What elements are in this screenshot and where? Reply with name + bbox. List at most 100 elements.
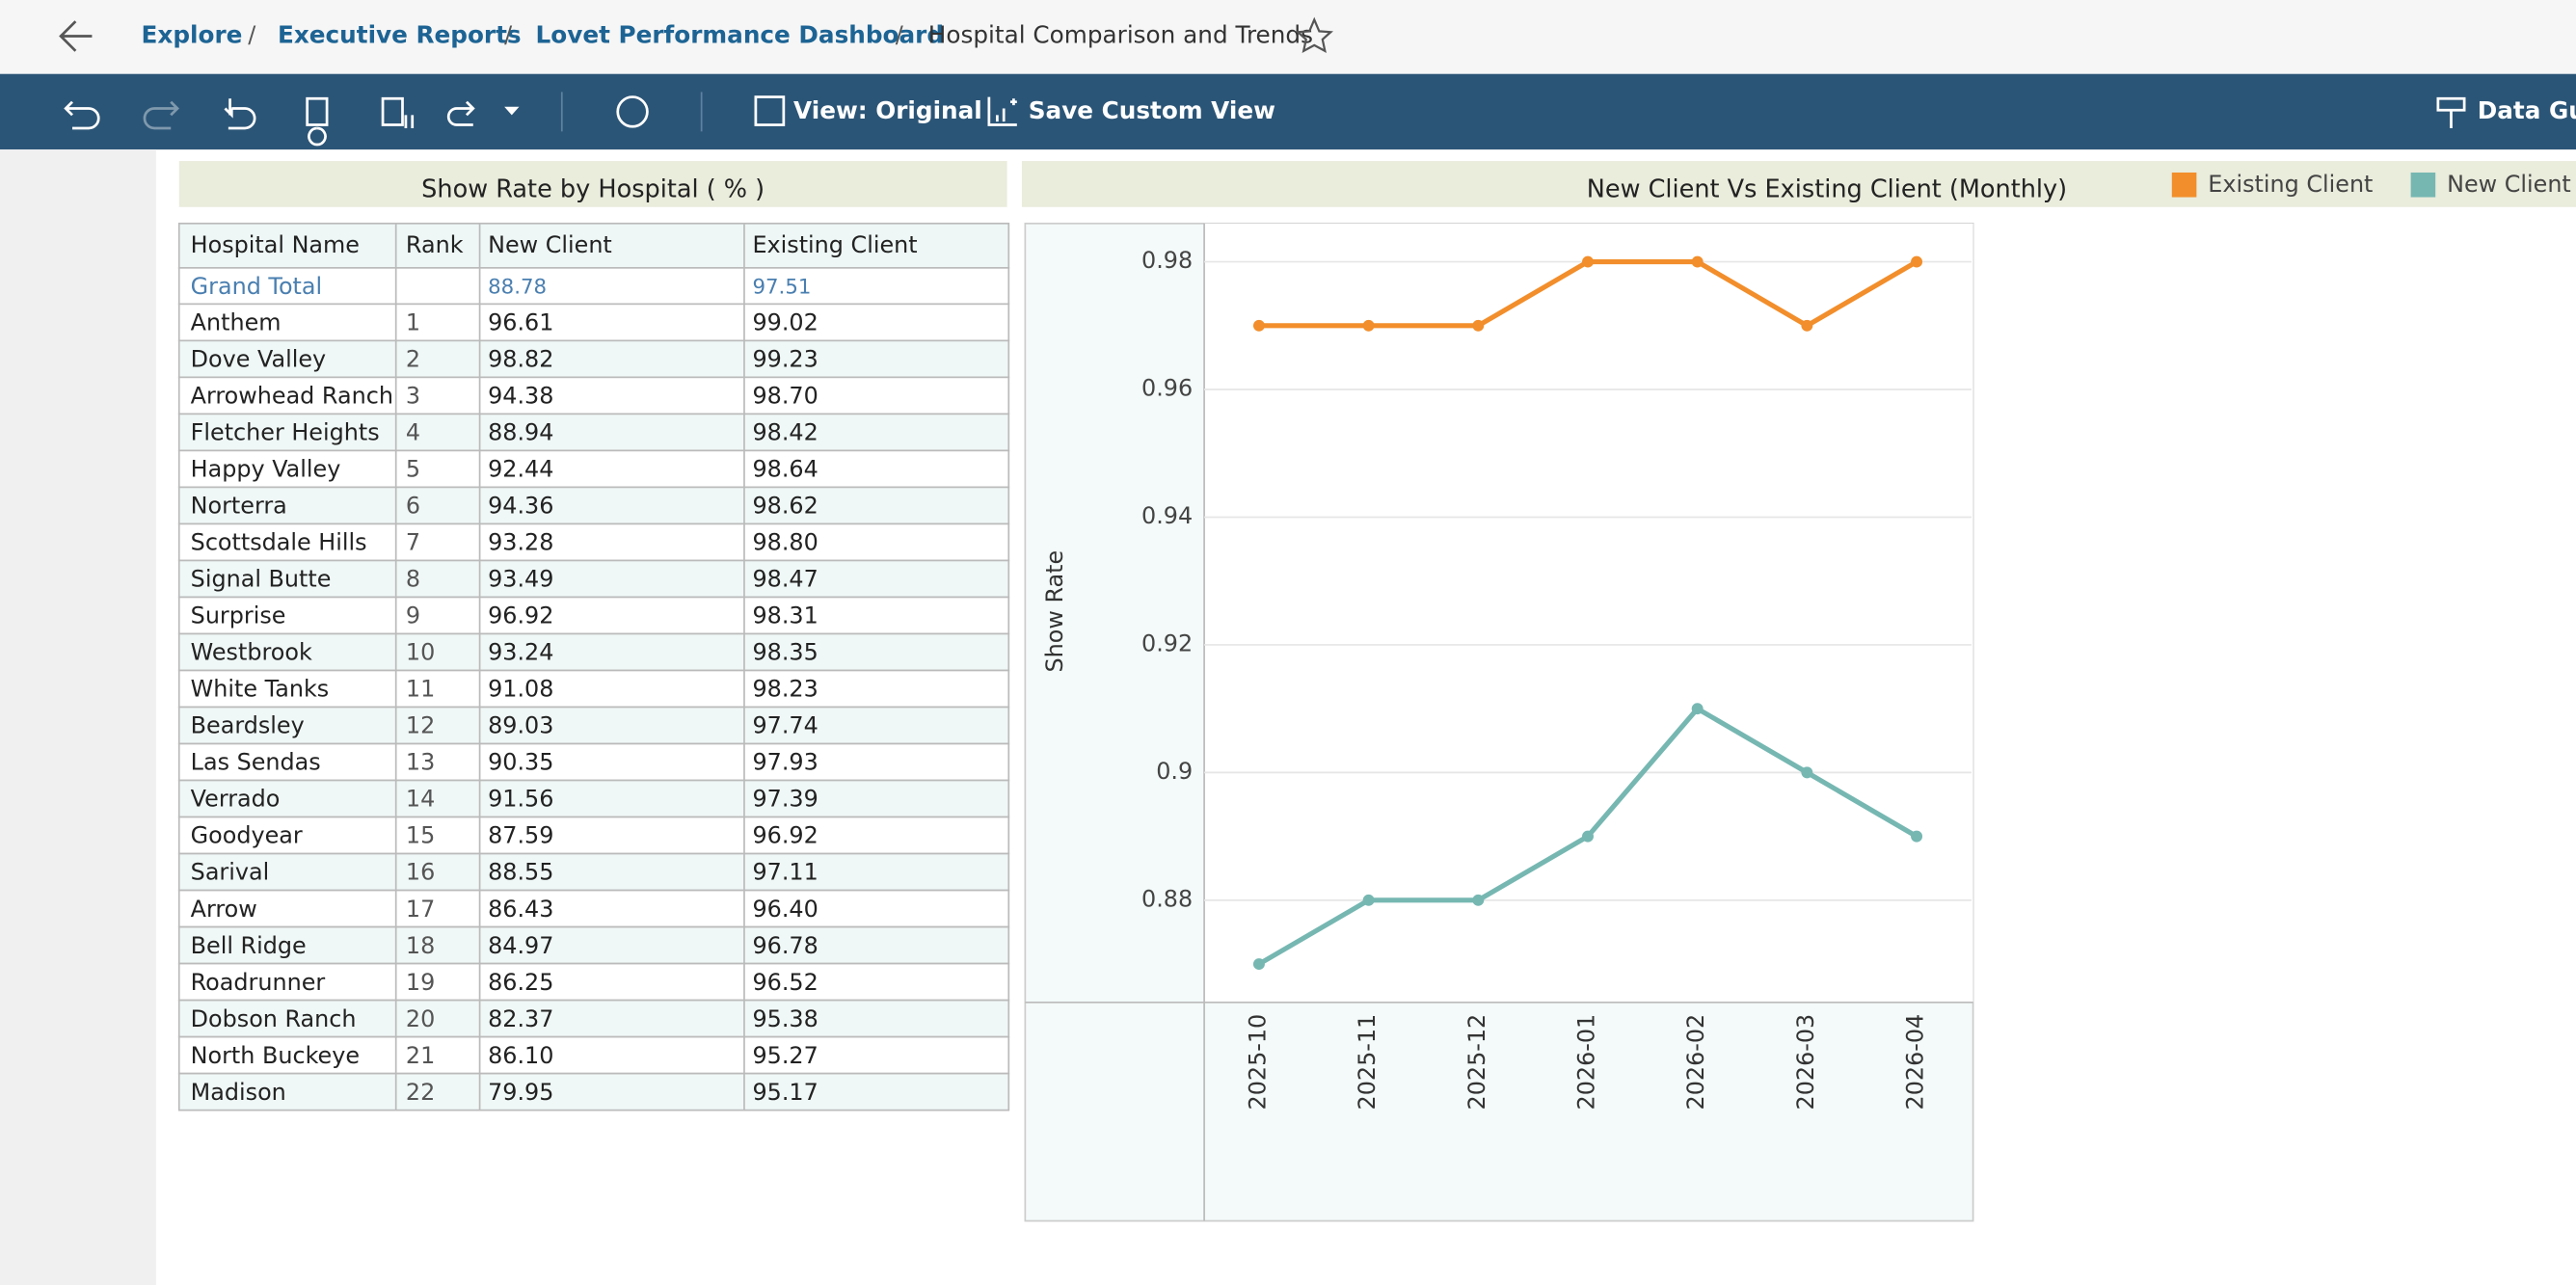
column-header: Hospital Name: [191, 231, 360, 258]
table-cell: 3: [406, 383, 420, 410]
hospital-name: Fletcher Heights: [191, 419, 380, 446]
table-cell: 2: [406, 346, 420, 373]
table-row: [177, 1035, 1010, 1075]
table-row: [177, 596, 1010, 635]
table-cell: 8: [406, 566, 420, 593]
table-title-bar: [178, 161, 1007, 207]
table-cell: 19: [406, 969, 435, 996]
hospital-name: Dobson Ranch: [191, 1005, 357, 1032]
chart-title-bar: [1021, 161, 2576, 207]
table-row: [177, 925, 1010, 965]
hospital-name: Signal Butte: [191, 566, 332, 593]
total-cell: 97.51: [752, 275, 811, 299]
table-title: Show Rate by Hospital ( % ): [421, 175, 765, 204]
table-cell: 12: [406, 712, 435, 739]
column-header: Existing Client: [752, 231, 917, 258]
dropdown-button[interactable]: [504, 106, 520, 116]
table-row: [177, 816, 1010, 855]
breadcrumb-link[interactable]: Lovet Performance Dashboard: [536, 20, 945, 48]
hospital-name: Goodyear: [191, 822, 303, 849]
table-row: [177, 999, 1010, 1038]
hospital-name: Surprise: [191, 602, 286, 629]
table-cell: 96.61: [488, 309, 553, 336]
undo-button[interactable]: [64, 100, 100, 130]
data-point: [1691, 703, 1704, 715]
breadcrumb-link[interactable]: Executive Reports: [278, 20, 522, 48]
x-tick-label: 2026-04: [1902, 1014, 1929, 1111]
hospital-name: Anthem: [191, 309, 282, 336]
view-button[interactable]: View: Original: [793, 96, 982, 124]
table-cell: 98.80: [752, 529, 818, 556]
table-row: [177, 559, 1010, 599]
table-cell: 16: [406, 859, 435, 886]
back-button[interactable]: [59, 20, 93, 52]
table-row: [177, 486, 1010, 525]
favorite-button[interactable]: [1295, 16, 1333, 53]
table-cell: 13: [406, 749, 435, 776]
table-cell: 98.42: [752, 419, 818, 446]
metrics-button[interactable]: [616, 95, 649, 128]
x-tick-label: 2025-12: [1463, 1014, 1490, 1111]
table-cell: 96.40: [752, 896, 818, 923]
table-cell: 14: [406, 786, 435, 813]
table-cell: 11: [406, 676, 435, 703]
table-cell: 86.25: [488, 969, 553, 996]
revert-button[interactable]: [224, 98, 256, 130]
plot-area: [1204, 223, 1973, 1003]
data-point: [1472, 894, 1485, 906]
save-view-button[interactable]: Save Custom View: [1029, 96, 1275, 124]
hospital-name: Beardsley: [191, 712, 305, 739]
table-cell: 97.39: [752, 786, 818, 813]
pause-button[interactable]: [381, 96, 415, 128]
table-cell: 87.59: [488, 822, 553, 849]
table-row: [177, 962, 1010, 1002]
table-cell: 98.47: [752, 566, 818, 593]
breadcrumb-link[interactable]: Explore: [142, 20, 243, 48]
hospital-name: Happy Valley: [191, 456, 341, 483]
table-cell: 17: [406, 896, 435, 923]
data-point: [1362, 319, 1375, 332]
table-cell: 94.38: [488, 383, 553, 410]
table-cell: 98.70: [752, 383, 818, 410]
table-cell: 97.11: [752, 859, 818, 886]
hospital-name: White Tanks: [191, 676, 330, 703]
table-row: [177, 376, 1010, 415]
table-cell: 96.92: [488, 602, 553, 629]
table-cell: 95.17: [752, 1079, 818, 1106]
legend-swatch: [2171, 172, 2197, 198]
table-cell: 18: [406, 932, 435, 959]
y-tick-label: 0.96: [1141, 375, 1193, 402]
table-cell: 82.37: [488, 1005, 553, 1032]
table-cell: 15: [406, 822, 435, 849]
table-cell: 98.35: [752, 639, 818, 666]
table-cell: 21: [406, 1042, 435, 1069]
hospital-name: Roadrunner: [191, 969, 326, 996]
hospital-name: Arrowhead Ranch: [191, 383, 393, 410]
table-row: [177, 779, 1010, 818]
total-label: Grand Total: [191, 273, 322, 300]
legend-label: New Client: [2447, 171, 2571, 198]
table-cell: 86.10: [488, 1042, 553, 1069]
table-cell: 98.64: [752, 456, 818, 483]
refresh-button[interactable]: [306, 96, 329, 147]
table-row: [177, 1072, 1010, 1111]
table-cell: 91.56: [488, 786, 553, 813]
data-point: [1801, 319, 1813, 332]
table-cell: 95.38: [752, 1005, 818, 1032]
table-cell: 94.36: [488, 493, 553, 520]
data-guide-button[interactable]: Data Guide: [2478, 96, 2576, 124]
data-point: [1911, 830, 1923, 843]
table-cell: 6: [406, 493, 420, 520]
x-tick-label: 2026-01: [1572, 1014, 1599, 1111]
table-cell: 92.44: [488, 456, 553, 483]
hospital-name: Madison: [191, 1079, 286, 1106]
hospital-name: Westbrook: [191, 639, 312, 666]
table-row: [177, 449, 1010, 489]
replay-button[interactable]: [446, 100, 475, 126]
table-cell: 99.02: [752, 309, 818, 336]
data-point: [1801, 766, 1813, 779]
table-cell: 96.92: [752, 822, 818, 849]
hospital-name: Las Sendas: [191, 749, 321, 776]
x-tick-label: 2025-11: [1354, 1014, 1381, 1111]
